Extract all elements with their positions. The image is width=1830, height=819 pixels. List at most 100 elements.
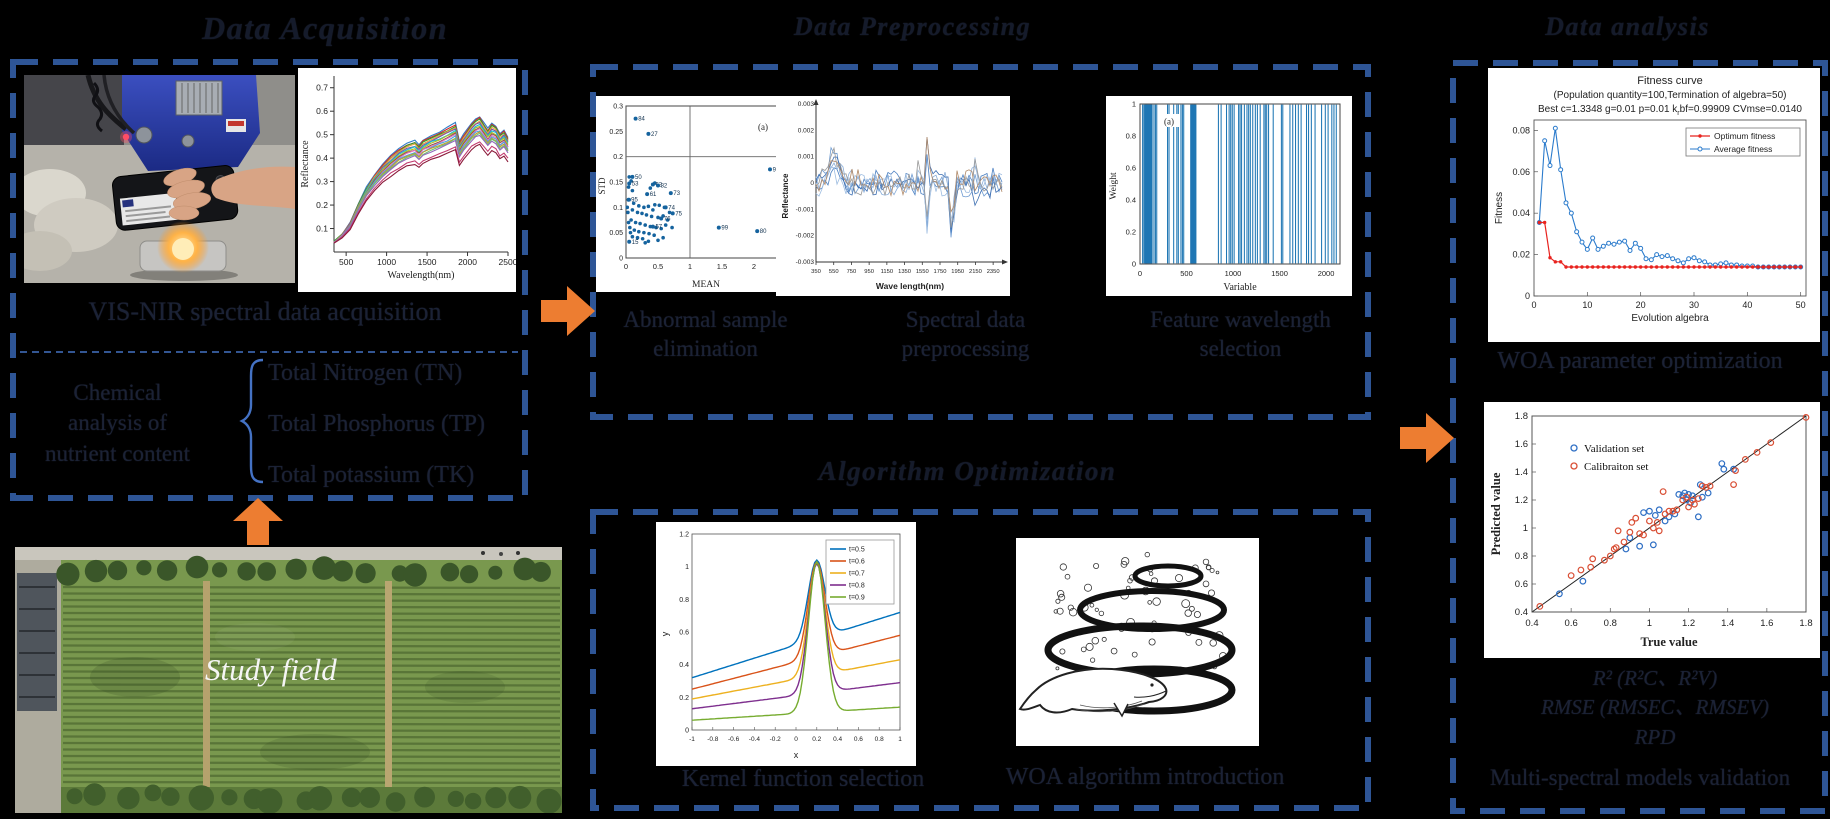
svg-text:0.001: 0.001 [798,154,815,161]
svg-text:0.08: 0.08 [1512,125,1530,135]
svg-text:15: 15 [632,240,639,246]
svg-text:1.4: 1.4 [1515,467,1528,478]
svg-text:0.5: 0.5 [316,130,328,140]
field-path [203,581,210,791]
svg-text:95: 95 [631,198,638,204]
svg-text:t=0.5: t=0.5 [849,547,865,554]
section-title-analysis: Data analysis [1545,12,1710,41]
people-dots [481,551,520,556]
svg-text:Validation set: Validation set [1584,443,1644,455]
svg-text:0.6: 0.6 [1515,579,1528,590]
svg-text:STD: STD [597,177,607,195]
nutrient-tn-label: Total Nitrogen (TN) [268,360,463,386]
svg-text:0: 0 [1531,300,1536,310]
svg-text:y: y [660,631,670,636]
svg-text:50: 50 [635,175,642,181]
svg-text:t=0.9: t=0.9 [849,595,865,602]
svg-text:Variable: Variable [1223,282,1257,293]
study-field-label: Study field [205,652,337,687]
field-path [385,581,392,791]
study-field-photo [15,547,562,813]
svg-text:1.8: 1.8 [1515,411,1528,422]
svg-text:-0.6: -0.6 [728,736,740,743]
tree-row-bottom [66,783,562,813]
svg-text:Wavelength(nm): Wavelength(nm) [388,270,455,281]
svg-text:-1: -1 [689,736,695,743]
svg-text:0: 0 [619,256,623,263]
feature-weight-stem-chart: 0 0.2 0.4 0.6 0.8 1 0 500 1000 1500 2000 (a) Variabl… [1106,96,1352,296]
caption-model-validation: Multi-spectral models validation [1489,765,1791,790]
caption-woa-introduction: WOA algorithm introduction [1005,764,1285,790]
svg-text:57: 57 [655,225,662,231]
svg-text:0.8: 0.8 [875,736,884,743]
svg-text:Reflectance: Reflectance [300,140,311,188]
svg-text:Fitness curve: Fitness curve [1637,75,1702,87]
svg-text:1500: 1500 [418,257,437,267]
svg-text:-0.8: -0.8 [707,736,719,743]
svg-text:0.02: 0.02 [1512,250,1530,260]
svg-text:1: 1 [1132,100,1136,109]
svg-text:Optimum fitness: Optimum fitness [1714,131,1775,141]
svg-text:0.06: 0.06 [1512,167,1530,177]
svg-text:0.4: 0.4 [679,662,689,669]
svg-text:0.8: 0.8 [1515,551,1528,562]
blue-instrument [122,75,260,171]
svg-text:Reflectance: Reflectance [781,173,790,218]
svg-text:0: 0 [794,736,798,743]
svg-text:0.04: 0.04 [1512,208,1530,218]
svg-text:27: 27 [651,132,658,138]
svg-text:MEAN: MEAN [692,280,720,290]
svg-text:0: 0 [1138,269,1142,278]
svg-text:0.8: 0.8 [1126,132,1136,141]
svg-text:75: 75 [675,211,682,217]
svg-text:0.003: 0.003 [798,101,815,108]
svg-text:10: 10 [1582,300,1592,310]
hand [211,166,295,209]
whale-icon [1018,667,1168,718]
svg-text:Best c=1.3348 g=0.01 p=0.01 kr: Best c=1.3348 g=0.01 p=0.01 krbf=0.99909… [1538,104,1802,117]
svg-text:Calibraiton set: Calibraiton set [1584,461,1648,473]
arrow-acquisition-to-preprocessing-icon [541,286,595,336]
algorithm-box-border [590,509,1371,811]
svg-text:0.1: 0.1 [316,224,328,234]
spectrometer-photo [24,75,295,283]
svg-text:0.3: 0.3 [613,104,623,111]
svg-text:0.4: 0.4 [316,153,328,163]
svg-text:1: 1 [685,564,689,571]
caption-vis-nir: VIS-NIR spectral data acquisition [88,297,442,326]
svg-text:Average fitness: Average fitness [1714,144,1772,154]
svg-text:2: 2 [752,262,756,271]
chem-line: Chemical [73,380,162,405]
svg-text:80: 80 [760,229,767,235]
svg-text:99: 99 [721,226,728,232]
svg-text:-0.2: -0.2 [770,736,782,743]
svg-text:76: 76 [664,216,671,222]
svg-text:t=0.7: t=0.7 [849,571,865,578]
arrow-field-to-acquisition-icon [233,498,283,545]
caption-woa-parameter: WOA parameter optimization [1497,348,1783,374]
svg-text:1: 1 [898,736,902,743]
svg-text:2000: 2000 [458,257,477,267]
reflectance-spectra-chart: 0.1 0.2 0.3 0.4 0.5 0.6 0.7 500 1000 1500 2000 2500… [298,68,516,292]
caption-feature-selection: Feature wavelength selection [1150,307,1331,361]
svg-text:0: 0 [685,728,689,735]
svg-text:1150: 1150 [881,269,893,275]
svg-text:2350: 2350 [987,269,1000,275]
svg-text:74: 74 [668,205,675,211]
std-mean-scatter-chart: 00.511.522.500.050.10.150.20.250.3842798… [596,96,796,292]
svg-text:1.4: 1.4 [1721,618,1734,629]
caption-spectral-preprocessing: Spectral data preprocessing [901,307,1030,361]
svg-text:0.6: 0.6 [679,630,689,637]
svg-text:1: 1 [1647,618,1652,629]
svg-text:-0.002: -0.002 [796,233,815,240]
svg-text:0.1: 0.1 [613,205,623,212]
svg-text:0.2: 0.2 [812,736,821,743]
svg-text:0.002: 0.002 [798,127,815,134]
svg-text:350: 350 [811,269,821,275]
acquisition-box-border [10,59,528,501]
caption-kernel-selection: Kernel function selection [681,766,925,792]
section-title-acquisition: Data Acquisition [202,10,448,46]
svg-text:0.6: 0.6 [1126,164,1136,173]
svg-text:30: 30 [1689,300,1699,310]
svg-text:53: 53 [632,182,639,188]
